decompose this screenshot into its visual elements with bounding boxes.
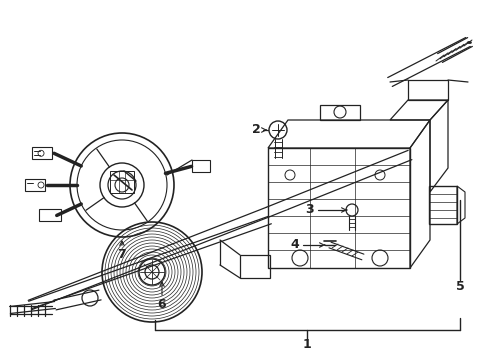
Text: 6: 6 — [157, 298, 166, 311]
Text: 4: 4 — [290, 238, 299, 252]
Text: 2: 2 — [251, 123, 260, 136]
Text: 5: 5 — [455, 279, 464, 292]
Text: 7: 7 — [118, 248, 126, 261]
Text: 1: 1 — [302, 338, 311, 351]
Text: 3: 3 — [305, 203, 314, 216]
